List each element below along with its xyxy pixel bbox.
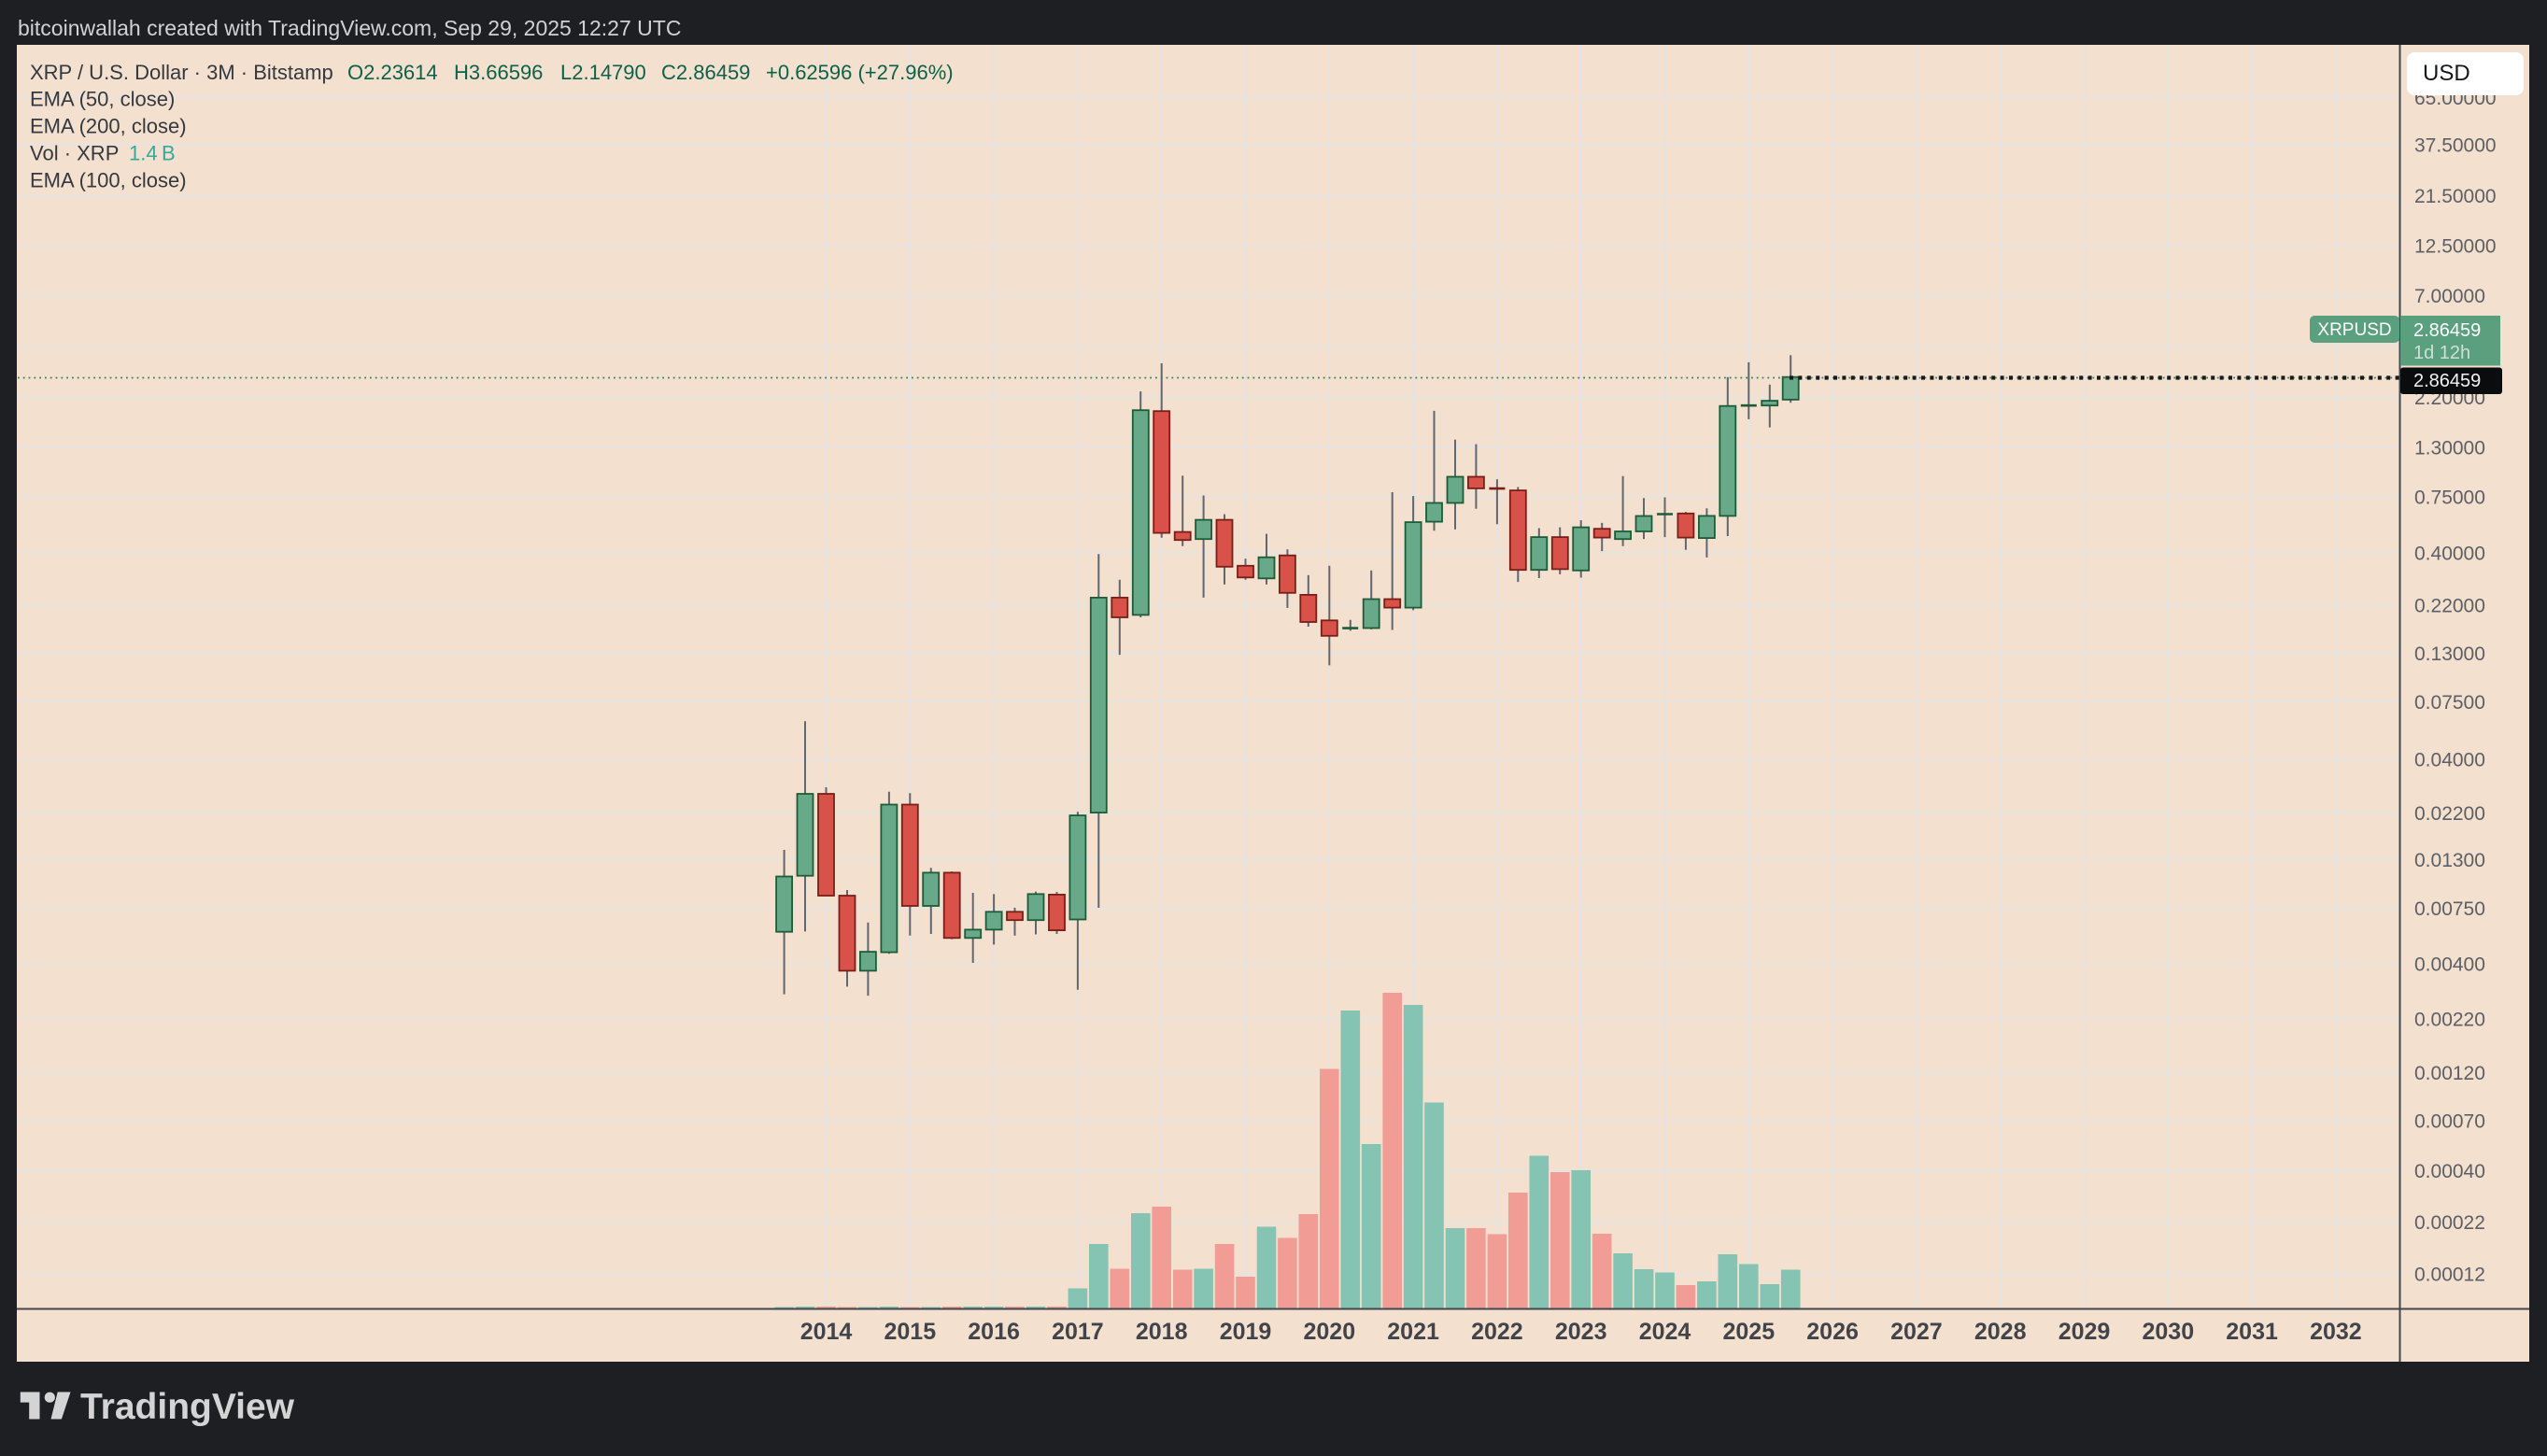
svg-text:+0.62596 (+27.96%): +0.62596 (+27.96%) (766, 61, 954, 84)
svg-text:L2.14790: L2.14790 (560, 61, 646, 84)
svg-text:2031: 2031 (2226, 1319, 2278, 1345)
svg-text:2014: 2014 (800, 1319, 853, 1345)
svg-text:0.02200: 0.02200 (2414, 803, 2485, 825)
svg-text:1d 12h: 1d 12h (2413, 343, 2470, 363)
svg-text:TradingView: TradingView (80, 1387, 295, 1427)
svg-text:0.04000: 0.04000 (2414, 750, 2485, 771)
svg-text:1.30000: 1.30000 (2414, 438, 2485, 459)
svg-text:O2.23614: O2.23614 (347, 61, 438, 84)
svg-text:2018: 2018 (1136, 1319, 1188, 1345)
svg-text:2029: 2029 (2059, 1319, 2111, 1345)
svg-text:0.13000: 0.13000 (2414, 643, 2485, 665)
svg-text:2024: 2024 (1639, 1319, 1691, 1345)
svg-text:0.00120: 0.00120 (2414, 1063, 2485, 1084)
svg-text:0.22000: 0.22000 (2414, 596, 2485, 617)
svg-text:2025: 2025 (1722, 1319, 1775, 1345)
svg-text:2021: 2021 (1387, 1319, 1439, 1345)
svg-text:C2.86459: C2.86459 (661, 61, 750, 84)
svg-text:37.50000: 37.50000 (2414, 135, 2497, 157)
svg-text:0.07500: 0.07500 (2414, 692, 2485, 714)
svg-text:EMA (200, close): EMA (200, close) (30, 114, 187, 137)
svg-text:bitcoinwallah created with Tra: bitcoinwallah created with TradingView.c… (18, 16, 681, 40)
svg-text:2.86459: 2.86459 (2413, 320, 2481, 341)
svg-text:EMA (50, close): EMA (50, close) (30, 87, 175, 110)
svg-text:0.00220: 0.00220 (2414, 1010, 2485, 1031)
svg-text:12.50000: 12.50000 (2414, 236, 2497, 258)
svg-text:2019: 2019 (1220, 1319, 1272, 1345)
svg-text:2016: 2016 (968, 1319, 1020, 1345)
svg-text:2030: 2030 (2142, 1319, 2194, 1345)
svg-text:1.4 B: 1.4 B (129, 142, 176, 165)
svg-text:Vol · XRP: Vol · XRP (30, 142, 119, 165)
svg-text:0.00400: 0.00400 (2414, 954, 2485, 976)
svg-text:7.00000: 7.00000 (2414, 286, 2485, 307)
svg-text:0.40000: 0.40000 (2414, 543, 2485, 564)
svg-text:XRPUSD: XRPUSD (2317, 320, 2391, 340)
svg-text:2020: 2020 (1303, 1319, 1355, 1345)
svg-text:21.50000: 21.50000 (2414, 186, 2497, 207)
svg-text:2.86459: 2.86459 (2413, 371, 2481, 391)
svg-text:2022: 2022 (1471, 1319, 1523, 1345)
svg-text:EMA (100, close): EMA (100, close) (30, 169, 187, 192)
svg-text:0.00012: 0.00012 (2414, 1265, 2485, 1286)
svg-text:0.75000: 0.75000 (2414, 487, 2485, 508)
svg-text:XRP / U.S. Dollar · 3M · Bitst: XRP / U.S. Dollar · 3M · Bitstamp (30, 61, 333, 84)
svg-text:0.00040: 0.00040 (2414, 1161, 2485, 1182)
svg-text:2032: 2032 (2310, 1319, 2362, 1345)
svg-text:2015: 2015 (884, 1319, 936, 1345)
svg-text:2026: 2026 (1806, 1319, 1859, 1345)
svg-text:H3.66596: H3.66596 (454, 61, 543, 84)
svg-text:2028: 2028 (1974, 1319, 2027, 1345)
svg-text:0.00070: 0.00070 (2414, 1111, 2485, 1133)
svg-text:2017: 2017 (1052, 1319, 1104, 1345)
svg-text:2027: 2027 (1890, 1319, 1943, 1345)
svg-text:0.00750: 0.00750 (2414, 898, 2485, 920)
svg-text:0.01300: 0.01300 (2414, 850, 2485, 871)
svg-text:2023: 2023 (1555, 1319, 1607, 1345)
svg-text:USD: USD (2423, 61, 2470, 86)
svg-text:0.00022: 0.00022 (2414, 1212, 2485, 1234)
